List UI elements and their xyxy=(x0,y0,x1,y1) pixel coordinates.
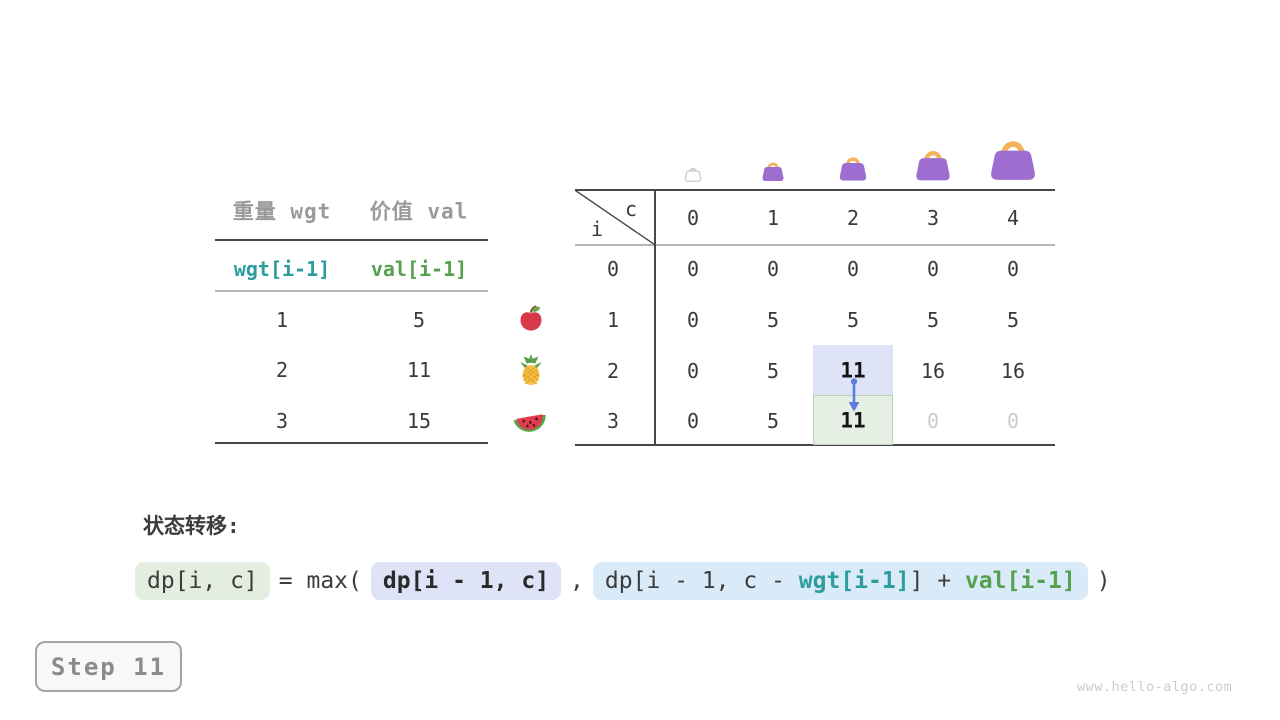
formula-keep-option-box: dp[i - 1, c] xyxy=(370,561,562,601)
dp-cell-r3c3-pending: 0 xyxy=(926,409,940,433)
dp-cell-r0c4: 0 xyxy=(1006,257,1020,281)
item-weight-1: 1 xyxy=(275,308,289,332)
items-var-wgt: wgt[i-1] xyxy=(233,257,331,281)
watermark: www.hello-algo.com xyxy=(1077,679,1233,695)
formula-take-prefix: dp[i - 1, c - xyxy=(604,567,799,594)
dp-corner-row-var: i xyxy=(590,217,604,241)
step-badge-label: Step 11 xyxy=(50,652,167,681)
dp-cell-r1c4: 5 xyxy=(1006,308,1020,332)
item-value-1: 5 xyxy=(412,308,426,332)
dp-row-header-2: 2 xyxy=(606,359,620,383)
step-badge: Step 11 xyxy=(35,641,182,692)
items-table-rule-top xyxy=(215,239,488,241)
watermelon-icon xyxy=(513,414,546,432)
formula-lhs-box: dp[i, c] xyxy=(135,561,270,601)
dp-table-rule-header xyxy=(575,244,1055,246)
transition-label: 状态转移: xyxy=(143,514,240,538)
dp-table-vertical-rule xyxy=(654,189,656,446)
dp-cell-r2c1: 5 xyxy=(766,359,780,383)
item-value-2: 11 xyxy=(406,358,432,382)
dp-cell-r3c0: 0 xyxy=(686,409,700,433)
dp-row-header-0: 0 xyxy=(606,257,620,281)
dp-cell-r0c0: 0 xyxy=(686,257,700,281)
transition-formula: dp[i, c] = max( dp[i - 1, c] , dp[i - 1,… xyxy=(135,560,1120,602)
dp-cell-r1c1: 5 xyxy=(766,308,780,332)
items-table-rule-mid xyxy=(215,290,488,292)
transition-arrow xyxy=(848,378,860,412)
item-weight-3: 3 xyxy=(275,409,289,433)
formula-take-middle: ] + xyxy=(909,567,965,594)
dp-row-header-3: 3 xyxy=(606,409,620,433)
items-var-val: val[i-1] xyxy=(370,257,468,281)
dp-corner-col-var: c xyxy=(624,197,638,221)
formula-val-term: val[i-1] xyxy=(964,567,1076,594)
dp-cell-r1c2: 5 xyxy=(846,308,860,332)
pineapple-icon xyxy=(520,354,542,385)
dp-table-rule-top xyxy=(575,189,1055,191)
dp-cell-r3c1: 5 xyxy=(766,409,780,433)
formula-take-option-box: dp[i - 1, c - wgt[i-1]] + val[i-1] xyxy=(592,561,1088,601)
dp-corner-diagonal xyxy=(575,190,655,245)
formula-wgt-term: wgt[i-1] xyxy=(798,567,910,594)
apple-icon xyxy=(520,305,542,331)
items-header-weight: 重量 wgt xyxy=(232,199,332,224)
item-value-3: 15 xyxy=(406,409,432,433)
dp-col-header-4: 4 xyxy=(1006,206,1020,230)
formula-separator: , xyxy=(570,568,584,594)
dp-cell-r2c2-highlighted: 11 xyxy=(840,358,866,383)
dp-cell-r0c1: 0 xyxy=(766,257,780,281)
dp-col-header-1: 1 xyxy=(766,206,780,230)
items-table-rule-bottom xyxy=(215,442,488,444)
dp-cell-r1c3: 5 xyxy=(926,308,940,332)
dp-cell-r3c2-highlighted: 11 xyxy=(840,408,866,433)
dp-cell-r0c3: 0 xyxy=(926,257,940,281)
formula-operator: = max( xyxy=(278,568,362,594)
empty-bag-icon xyxy=(684,167,702,182)
dp-cell-r2c0: 0 xyxy=(686,359,700,383)
dp-cell-r0c2: 0 xyxy=(846,257,860,281)
formula-close-paren: ) xyxy=(1096,568,1111,594)
bag-icon-3 xyxy=(916,151,950,181)
dp-row-header-1: 1 xyxy=(606,308,620,332)
bag-icon-4 xyxy=(991,141,1035,180)
dp-cell-r2c3: 16 xyxy=(920,359,946,383)
dp-col-header-2: 2 xyxy=(846,206,860,230)
bag-icon-2 xyxy=(839,157,867,181)
dp-cell-r3c4-pending: 0 xyxy=(1006,409,1020,433)
bag-icon-1 xyxy=(762,162,784,181)
dp-col-header-3: 3 xyxy=(926,206,940,230)
item-weight-2: 2 xyxy=(275,358,289,382)
dp-cell-r2c4: 16 xyxy=(1000,359,1026,383)
dp-cell-r1c0: 0 xyxy=(686,308,700,332)
items-header-value: 价值 val xyxy=(369,199,469,224)
dp-col-header-0: 0 xyxy=(686,206,700,230)
dp-table-rule-bottom xyxy=(575,444,1055,446)
